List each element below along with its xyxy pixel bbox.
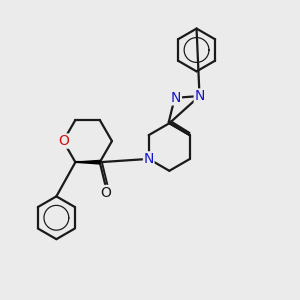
Text: O: O [100, 185, 111, 200]
Text: N: N [194, 89, 205, 103]
Text: N: N [171, 91, 181, 105]
Text: N: N [143, 152, 154, 166]
Polygon shape [75, 160, 100, 164]
Text: O: O [58, 134, 69, 148]
